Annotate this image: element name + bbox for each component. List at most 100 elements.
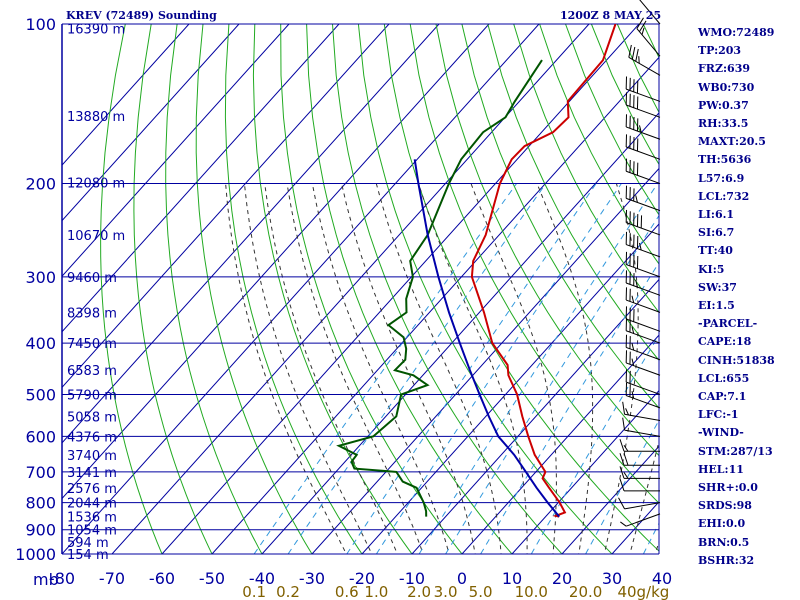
dry-adiabat-line (539, 24, 659, 265)
index-item: FRZ:639 (698, 62, 751, 76)
pressure-tick-label: 700 (25, 463, 56, 482)
dry-adiabat-line (513, 24, 659, 314)
index-item: PW:0.37 (698, 98, 749, 112)
wind-barb-staff (626, 395, 661, 409)
wind-barb-feather (631, 358, 635, 366)
wind-barb-feather (631, 295, 635, 303)
isotherm-line (62, 24, 240, 222)
mixing-ratio-line (375, 183, 622, 554)
wind-barb (628, 44, 661, 76)
height-label: 2044 m (67, 497, 117, 512)
wind-barb-staff (626, 126, 661, 140)
moist-adiabat-line (286, 183, 424, 554)
wind-barb-column (618, 0, 661, 527)
height-label: 2576 m (67, 482, 117, 497)
wind-barb (625, 270, 661, 296)
index-item: SI:6.7 (698, 226, 735, 240)
pressure-tick-label: 300 (25, 268, 56, 287)
wind-barb (625, 287, 661, 313)
index-item: CINH:51838 (698, 353, 775, 367)
height-label: 5058 m (67, 410, 117, 425)
temperature-tick-label: -70 (99, 569, 125, 588)
parcel-line (413, 159, 560, 518)
wind-barb-feather (631, 343, 635, 351)
wind-barb (619, 478, 660, 492)
height-label: 13880 m (67, 110, 125, 125)
index-item: LCL:655 (698, 371, 750, 385)
wind-barb (636, 17, 661, 57)
wind-barb-feather (639, 242, 642, 251)
wind-barb-feather (619, 466, 625, 479)
index-item: CAPE:18 (698, 335, 752, 349)
wind-barb-staff (626, 146, 661, 160)
temperature-tick-label: -10 (399, 569, 425, 588)
dry-adiabat-line (195, 24, 313, 554)
wind-barb-feather (628, 44, 632, 58)
isotherm-line (111, 24, 590, 554)
wind-barb-staff (626, 299, 661, 313)
wind-barb-staff (626, 170, 661, 185)
wind-barb-feather (631, 326, 635, 334)
mixing-ratio-label: 5.0 (469, 583, 493, 600)
pressure-tick-label: 600 (25, 427, 56, 446)
index-item: STM:287/13 (698, 444, 773, 458)
dry-adiabat-line (409, 24, 659, 504)
wind-barb-feather (620, 521, 627, 527)
height-label: 594 m (67, 536, 109, 551)
wind-barb-staff (626, 197, 661, 212)
dry-adiabat-line (435, 24, 659, 457)
index-item: TP:203 (698, 44, 742, 58)
wind-barb-feather (619, 478, 625, 491)
mixing-ratio-label: 2.0 (407, 583, 431, 600)
index-item: LCL:732 (698, 189, 750, 203)
height-label: 10670 m (67, 229, 125, 244)
wind-barb (619, 453, 660, 466)
index-item: BSHR:32 (698, 553, 755, 567)
wind-barb-feather (622, 417, 626, 431)
moist-adiabat-line (311, 183, 450, 554)
wind-barb (639, 0, 661, 25)
mixing-ratio-label: 10.0 (515, 583, 548, 600)
height-label: 154 m (67, 548, 109, 563)
index-item: SW:37 (698, 280, 737, 294)
mixing-ratio-line (445, 214, 659, 554)
isotherm-line (311, 167, 659, 554)
wind-barb-feather (622, 401, 626, 415)
wind-barb (625, 231, 661, 258)
height-labels: 16390 m 13880 m 12080 m 10670 m 9460 m 8398 m… (67, 23, 125, 563)
wind-barb-staff (626, 104, 661, 118)
height-label: 5790 m (67, 388, 117, 403)
mixing-ratio-label: 40g/kg (617, 583, 669, 600)
isotherm-line (411, 278, 659, 554)
height-label: 9460 m (67, 271, 117, 286)
isotherm-line (62, 24, 440, 444)
dry-adiabat-line (383, 24, 659, 552)
pressure-tick-label: 500 (25, 385, 56, 404)
pressure-tick-label: 400 (25, 334, 56, 353)
wind-barb-staff (624, 413, 661, 422)
index-item: TT:40 (698, 244, 733, 258)
mixing-ratio-line (418, 183, 659, 554)
wind-barb-staff (626, 264, 661, 278)
wind-barb (625, 306, 661, 332)
pressure-tick-label: 800 (25, 494, 56, 513)
index-item: LI:6.1 (698, 208, 735, 222)
height-label: 12080 m (67, 176, 125, 191)
dry-adiabat-line (224, 24, 363, 554)
dry-adiabat-line (280, 24, 463, 554)
height-label: 1536 m (67, 511, 117, 526)
moist-adiabat-line (536, 183, 594, 554)
index-item: RH:33.5 (698, 117, 749, 131)
index-item: EI:1.5 (698, 299, 735, 313)
wind-barb-staff (639, 0, 661, 25)
index-item: -WIND- (698, 426, 744, 440)
wind-barb-feather (619, 453, 625, 466)
pressure-tick-label: 100 (25, 15, 56, 34)
dry-adiabat-line (487, 24, 659, 362)
wind-barb (619, 466, 660, 479)
index-item: BRN:0.5 (698, 535, 750, 549)
index-item: HEL:11 (698, 462, 744, 476)
height-label: 3740 m (67, 449, 117, 464)
